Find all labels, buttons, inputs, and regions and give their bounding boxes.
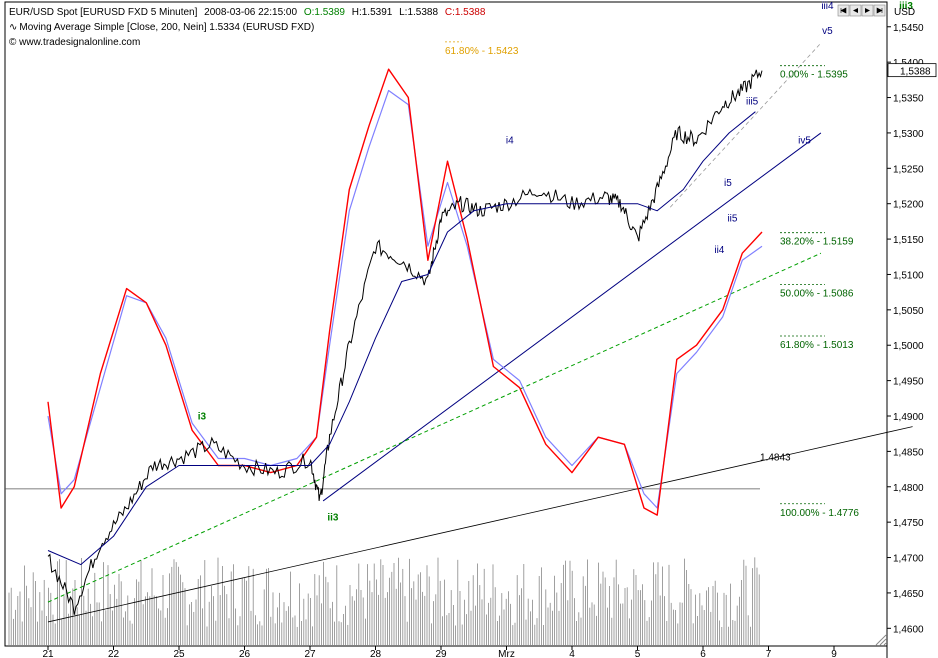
volume-bars xyxy=(8,557,760,645)
open-label: O:1.5389 xyxy=(304,7,346,18)
axis-unit-label: USD xyxy=(894,7,915,18)
green-dashed-trendline xyxy=(47,252,822,603)
x-tick-label: 26 xyxy=(239,649,251,658)
low-label: L:1.5388 xyxy=(399,7,438,18)
x-tick-label: 9 xyxy=(831,649,837,658)
wave-label: i5 xyxy=(724,178,732,189)
y-tick-label: 1,5150 xyxy=(893,235,924,246)
y-tick-label: 1,4850 xyxy=(893,447,924,458)
y-axis: 1,4600 1,4650 1,4700 1,4750 1,4800 1,4850 1,49… xyxy=(887,23,937,635)
right-icon xyxy=(865,8,870,13)
header-line-1: EUR/USD Spot [EURUSD FXD 5 Minuten] 2008… xyxy=(9,7,486,18)
wave-label: iii3 xyxy=(899,1,913,12)
y-tick-label: 1,5300 xyxy=(893,129,924,140)
y-tick-label: 1,5450 xyxy=(893,23,924,34)
x-tick-label: 29 xyxy=(435,649,447,658)
y-tick-label: 1,5000 xyxy=(893,341,924,352)
wave-label: i3 xyxy=(198,412,207,423)
navy-trendline xyxy=(322,132,822,502)
price-line xyxy=(47,69,763,615)
y-tick-label: 1,5100 xyxy=(893,270,924,281)
wave-label: ii5 xyxy=(727,213,737,224)
fib-extension-label: 61.80% - 1.5423 xyxy=(445,46,519,57)
first-icon xyxy=(840,7,847,14)
fib-level-label: 50.00% - 1.5086 xyxy=(780,288,854,299)
resize-grip-icon[interactable] xyxy=(875,634,887,646)
x-tick-label: 4 xyxy=(569,649,575,658)
y-tick-label: 1,4800 xyxy=(893,483,924,494)
wave-label: ii3 xyxy=(327,513,339,524)
y-tick-label: 1,5350 xyxy=(893,94,924,105)
x-tick-label: 25 xyxy=(173,649,185,658)
symbol-label: EUR/USD Spot [EURUSD FXD 5 Minuten] xyxy=(9,7,198,18)
last-icon xyxy=(876,7,883,14)
x-tick-label: 28 xyxy=(370,649,382,658)
moving-average-line xyxy=(47,111,756,566)
ma-indicator-icon: ∿ xyxy=(9,22,17,33)
copyright-label: © www.tradesignalonline.com xyxy=(9,37,140,48)
y-tick-label: 1,5200 xyxy=(893,200,924,211)
wave-label: iv5 xyxy=(798,136,811,147)
oscillator-blue-line xyxy=(47,89,763,509)
x-tick-label: 22 xyxy=(108,649,120,658)
x-tick-label: 27 xyxy=(304,649,316,658)
fib-level-label: 0.00% - 1.5395 xyxy=(780,70,848,81)
wave-label: iii4 xyxy=(821,1,834,12)
y-tick-label: 1,4950 xyxy=(893,377,924,388)
scroll-controls[interactable] xyxy=(837,4,886,17)
y-tick-label: 1,4700 xyxy=(893,554,924,565)
oscillator-lines xyxy=(47,68,763,516)
y-tick-label: 1,4600 xyxy=(893,624,924,635)
fib-level-label: 61.80% - 1.5013 xyxy=(780,340,854,351)
wave-label: i4 xyxy=(506,136,514,147)
fib-level-label: 100.00% - 1.4776 xyxy=(780,508,859,519)
y-tick-label: 1,4900 xyxy=(893,412,924,423)
fib-level-label: 38.20% - 1.5159 xyxy=(780,237,854,248)
level-label: 1.4843 xyxy=(760,452,791,463)
x-axis: 21 22 25 26 27 28 29 Mrz 4 5 6 7 9 xyxy=(42,646,837,658)
y-tick-label: 1,4650 xyxy=(893,589,924,600)
chart-annotations: 0.00% - 1.5395 38.20% - 1.5159 50.00% - 1.… xyxy=(198,1,914,524)
x-tick-label: 7 xyxy=(766,649,772,658)
datetime-label: 2008-03-06 22:15:00 xyxy=(204,7,297,18)
header-line-2: ∿ Moving Average Simple [Close, 200, Nein… xyxy=(9,22,314,33)
left-icon xyxy=(853,8,858,13)
x-tick-label: 21 xyxy=(42,649,54,658)
oscillator-red-line xyxy=(47,68,763,516)
last-price-label: 1,5388 xyxy=(900,67,931,78)
last-price-box xyxy=(887,63,937,78)
trendlines-and-levels xyxy=(5,41,913,623)
y-tick-label: 1,4750 xyxy=(893,518,924,529)
wave-label: iii5 xyxy=(746,97,759,108)
y-tick-label: 1,5250 xyxy=(893,164,924,175)
grey-dashed-trendline xyxy=(669,42,822,208)
x-tick-label: Mrz xyxy=(498,649,515,658)
high-label: H:1.5391 xyxy=(352,7,393,18)
ma-label: Moving Average Simple [Close, 200, Nein]… xyxy=(19,22,314,33)
black-trendline xyxy=(47,426,913,623)
price-series-line xyxy=(47,69,763,615)
x-tick-label: 5 xyxy=(635,649,641,658)
wave-label: v5 xyxy=(822,26,833,37)
wave-label: ii4 xyxy=(714,245,724,256)
close-label: C:1.5388 xyxy=(445,7,486,18)
y-tick-label: 1,5050 xyxy=(893,306,924,317)
x-tick-label: 6 xyxy=(700,649,706,658)
